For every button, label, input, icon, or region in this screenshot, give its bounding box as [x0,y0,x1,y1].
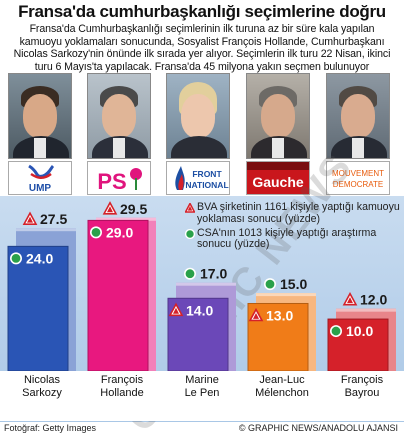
candidate-name-line: Hollande [100,387,144,399]
party-logo-label: MOUVEMENT [332,169,384,178]
candidate-name-line: François [100,374,144,386]
triangle-marker-icon [185,203,195,213]
intro-line: kamuoyu yoklamaları sonucunda, Sosyalist… [19,35,385,48]
triangle-marker-inner [173,307,179,314]
legend-item-bva: BVA şirketinin 1161 kişiyle yaptığı kamu… [183,201,403,226]
party-logo-modem: MOUVEMENT DEMOCRATE [326,161,390,195]
candidate-photo-hollande [87,73,151,159]
candidate-name: Marine Le Pen [162,374,242,400]
data-label: 15.0 [280,276,307,292]
party-logo-gauche: Gauche [246,161,310,195]
candidate-name-line: Bayrou [344,387,380,399]
candidate-photo-melenchon [246,73,310,159]
circle-marker [329,325,342,338]
circle-marker-icon [185,228,195,239]
data-label: 27.5 [40,211,67,227]
candidate-name-line: Nicolas [23,374,61,386]
bar-outline [167,297,229,372]
data-label: 13.0 [266,307,293,323]
candidate-photo-le-pen [166,73,230,159]
candidate-name-line: Jean-Luc [259,374,305,386]
triangle-marker-inner [347,297,353,304]
intro-line: Fransa'da Cumhurbaşkanlığı seçimlerinin … [29,23,375,35]
modem-logo-icon: MOUVEMENT DEMOCRATE [332,169,384,189]
ump-logo-icon: UMP [28,164,55,194]
circle-marker [10,252,22,265]
gauche-logo-icon: Gauche [247,162,309,190]
candidate-name-line: Sarkozy [22,387,62,399]
candidate-photo-bayrou [326,73,390,159]
candidate-photo-sarkozy [8,73,72,159]
data-label: 29.5 [120,201,147,217]
data-label: 10.0 [346,323,373,339]
legend-label-csa: CSA'nın 1013 kişiyle yaptığı araştırma s… [197,226,377,251]
triangle-marker-inner [107,206,113,213]
data-label: 29.0 [106,224,133,240]
bar-outline [247,302,309,372]
bar-outline [327,318,389,372]
data-label: 12.0 [360,292,387,308]
party-logo-ps: PS [87,161,151,195]
legend-item-csa: CSA'nın 1013 kişiyle yaptığı araştırma s… [183,226,403,252]
candidate-name: François Bayrou [322,374,402,400]
bar-top [336,308,396,312]
party-logo-label: PS [97,169,126,194]
circle-marker [184,267,197,280]
triangle-marker-inner [27,216,33,223]
intro-line: Nicolas Sarkozy'nin önünde ilk sırada ye… [13,48,391,61]
bar-top [176,282,236,286]
circle-marker [90,226,103,239]
party-logo-fn: FRONT NATIONAL [166,161,230,195]
bar-top [16,228,76,232]
bar-top [96,217,156,221]
bar [88,220,148,371]
candidate-name-line: François [340,374,384,386]
photo-credit: Fotoğraf: Getty Images [4,423,97,433]
circle-marker [263,278,276,291]
party-logo-label: UMP [29,183,52,194]
party-logo-label: NATIONAL [185,180,228,190]
data-label: 24.0 [26,250,53,266]
candidate-name: Nicolas Sarkozy [2,374,82,400]
chart-legend: BVA şirketinin 1161 kişiyle yaptığı kamu… [183,201,403,253]
candidate-names-strip [0,371,404,421]
triangle-marker-inner [253,312,259,319]
copyright: © GRAPHIC NEWS/ANADOLU AJANSI [238,423,398,433]
ps-rose-logo-icon: PS [97,168,142,194]
legend-label-bva: BVA şirketinin 1161 kişiyle yaptığı kamu… [197,201,400,225]
party-logo-label: DEMOCRATE [333,180,384,189]
chart-title: Fransa'da cumhurbaşkanlığı seçimlerine d… [18,2,386,21]
party-logo-ump: UMP [8,161,72,195]
intro-text: Fransa'da Cumhurbaşkanlığı seçimlerinin … [6,23,398,73]
candidate-name-line: Marine [185,374,219,386]
data-label: 17.0 [200,266,227,282]
bar-top [256,293,316,297]
data-label: 14.0 [186,302,213,318]
fn-flame-logo-icon: FRONT NATIONAL [175,166,229,190]
party-logo-label: FRONT [192,169,222,179]
party-logo-label: Gauche [252,174,304,190]
candidate-name: François Hollande [82,374,162,400]
candidate-name-line: Le Pen [184,387,220,399]
candidate-name: Jean-Luc Mélenchon [242,374,322,400]
intro-line: turu 6 Mayıs'ta yapılacak. Fransa'da 45 … [34,60,370,73]
candidate-name-line: Mélenchon [255,387,309,399]
bar [8,246,68,371]
